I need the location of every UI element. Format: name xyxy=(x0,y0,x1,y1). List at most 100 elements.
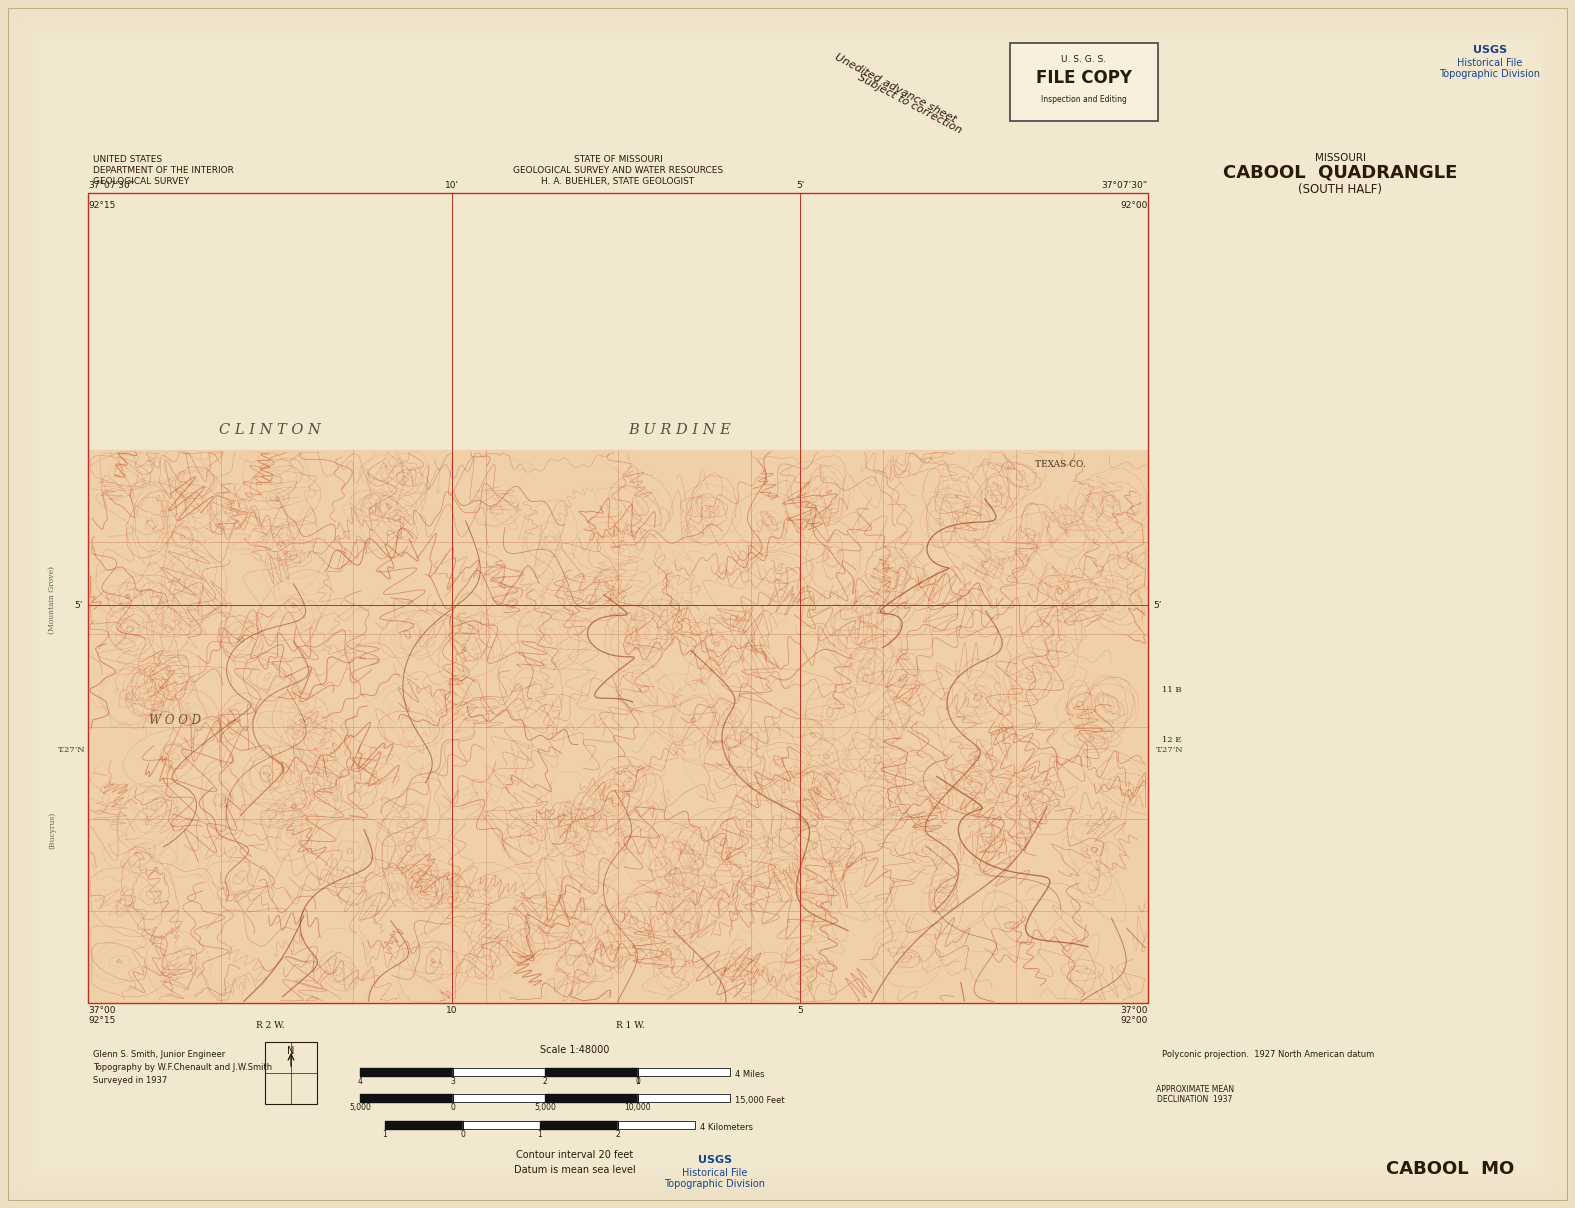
Text: 92°15: 92°15 xyxy=(88,1016,115,1026)
Text: 5,000: 5,000 xyxy=(534,1103,556,1113)
Text: Subject to correction: Subject to correction xyxy=(857,72,964,135)
Bar xyxy=(452,1068,545,1076)
Bar xyxy=(638,1094,729,1102)
Text: 1: 1 xyxy=(537,1129,542,1139)
Bar xyxy=(638,1068,729,1076)
Text: Topographic Division: Topographic Division xyxy=(1440,69,1540,79)
Text: 11 B: 11 B xyxy=(1162,686,1181,695)
Text: (SOUTH HALF): (SOUTH HALF) xyxy=(1298,182,1381,196)
Text: Unedited advance sheet: Unedited advance sheet xyxy=(833,52,958,124)
Text: 15,000 Feet: 15,000 Feet xyxy=(736,1096,784,1105)
Text: 5': 5' xyxy=(795,181,805,190)
Text: CABOOL  QUADRANGLE: CABOOL QUADRANGLE xyxy=(1222,163,1457,181)
Text: 1: 1 xyxy=(635,1078,639,1086)
Text: Topographic Division: Topographic Division xyxy=(665,1179,765,1189)
Text: 5,000: 5,000 xyxy=(350,1103,372,1113)
Text: 10': 10' xyxy=(446,181,458,190)
Bar xyxy=(1010,43,1158,121)
Text: W O O D: W O O D xyxy=(150,714,202,726)
Text: FILE COPY: FILE COPY xyxy=(1036,69,1132,87)
Bar xyxy=(545,1068,638,1076)
Text: U. S. G. S.: U. S. G. S. xyxy=(1062,56,1107,64)
Bar xyxy=(361,1068,452,1076)
Text: 10: 10 xyxy=(446,1006,458,1015)
Text: Historical File: Historical File xyxy=(682,1168,748,1178)
Text: 5: 5 xyxy=(797,1006,803,1015)
Bar xyxy=(88,193,1148,1003)
Bar xyxy=(545,1068,638,1076)
Text: 2: 2 xyxy=(616,1129,621,1139)
Bar xyxy=(638,1068,729,1076)
Text: Glenn S. Smith, Junior Engineer: Glenn S. Smith, Junior Engineer xyxy=(93,1050,225,1059)
Text: MISSOURI: MISSOURI xyxy=(1315,153,1366,163)
Text: H. A. BUEHLER, STATE GEOLOGIST: H. A. BUEHLER, STATE GEOLOGIST xyxy=(542,178,695,186)
Bar xyxy=(384,1121,463,1129)
Text: T.27’N: T.27’N xyxy=(58,747,85,754)
Text: 4: 4 xyxy=(358,1078,362,1086)
Text: Topography by W.F.Chenault and J.W.Smith: Topography by W.F.Chenault and J.W.Smith xyxy=(93,1063,272,1071)
Bar xyxy=(452,1068,545,1076)
Text: TEXAS CO.: TEXAS CO. xyxy=(1035,460,1085,469)
Text: (Bucyrus): (Bucyrus) xyxy=(47,812,57,849)
Bar xyxy=(384,1121,463,1129)
Text: 3: 3 xyxy=(450,1078,455,1086)
Bar xyxy=(545,1094,638,1102)
Text: 37°00: 37°00 xyxy=(88,1006,115,1015)
Bar xyxy=(452,1094,545,1102)
Text: 37°07’30”: 37°07’30” xyxy=(88,181,134,190)
Bar xyxy=(617,1121,695,1129)
Text: STATE OF MISSOURI: STATE OF MISSOURI xyxy=(573,155,663,164)
Text: UNITED STATES: UNITED STATES xyxy=(93,155,162,164)
Text: CABOOL  MO: CABOOL MO xyxy=(1386,1160,1514,1178)
Text: 92°00: 92°00 xyxy=(1121,201,1148,210)
Text: 12 E: 12 E xyxy=(1162,736,1181,744)
Text: R 1 W.: R 1 W. xyxy=(616,1021,644,1030)
Bar xyxy=(265,1043,317,1104)
Text: B U R D I N E: B U R D I N E xyxy=(628,423,731,437)
Bar xyxy=(545,1094,638,1102)
Text: GEOLOGICAL SURVEY AND WATER RESOURCES: GEOLOGICAL SURVEY AND WATER RESOURCES xyxy=(513,165,723,175)
Text: 2: 2 xyxy=(543,1078,548,1086)
Text: 10,000: 10,000 xyxy=(624,1103,650,1113)
Bar xyxy=(638,1094,729,1102)
Text: 37°00: 37°00 xyxy=(1120,1006,1148,1015)
Text: N: N xyxy=(287,1046,295,1056)
Text: 92°00: 92°00 xyxy=(1121,1016,1148,1026)
Text: T.27’N: T.27’N xyxy=(1156,747,1184,754)
Bar xyxy=(361,1094,452,1102)
Text: Polyconic projection.  1927 North American datum: Polyconic projection. 1927 North America… xyxy=(1162,1050,1373,1059)
Text: Inspection and Editing: Inspection and Editing xyxy=(1041,95,1128,104)
Text: C L I N T O N: C L I N T O N xyxy=(219,423,321,437)
Bar xyxy=(540,1121,617,1129)
Text: APPROXIMATE MEAN
DECLINATION  1937: APPROXIMATE MEAN DECLINATION 1937 xyxy=(1156,1085,1235,1104)
Text: 5’: 5’ xyxy=(74,600,83,610)
Text: 1: 1 xyxy=(383,1129,387,1139)
Text: 92°15: 92°15 xyxy=(88,201,115,210)
Text: Scale 1:48000: Scale 1:48000 xyxy=(540,1045,610,1055)
Bar xyxy=(540,1121,617,1129)
Text: 0: 0 xyxy=(450,1103,455,1113)
Text: 4 Miles: 4 Miles xyxy=(736,1070,764,1079)
Text: Datum is mean sea level: Datum is mean sea level xyxy=(513,1165,636,1175)
Text: (Mountain Grove): (Mountain Grove) xyxy=(47,567,57,634)
Text: GEOLOGICAL SURVEY: GEOLOGICAL SURVEY xyxy=(93,178,189,186)
Bar xyxy=(617,1121,695,1129)
Bar xyxy=(463,1121,540,1129)
Bar xyxy=(452,1094,545,1102)
Text: USGS: USGS xyxy=(698,1155,732,1165)
Text: 5’: 5’ xyxy=(1153,600,1161,610)
Text: 0: 0 xyxy=(635,1078,639,1086)
Text: 37°07’30”: 37°07’30” xyxy=(1101,181,1148,190)
Bar xyxy=(361,1094,452,1102)
Text: Historical File: Historical File xyxy=(1457,58,1523,68)
Text: USGS: USGS xyxy=(1473,45,1507,56)
Text: Contour interval 20 feet: Contour interval 20 feet xyxy=(517,1150,633,1160)
Text: Surveyed in 1937: Surveyed in 1937 xyxy=(93,1076,167,1085)
Bar xyxy=(361,1068,452,1076)
Text: 0: 0 xyxy=(460,1129,465,1139)
Text: DEPARTMENT OF THE INTERIOR: DEPARTMENT OF THE INTERIOR xyxy=(93,165,233,175)
Bar xyxy=(88,451,1148,1003)
Text: 4 Kilometers: 4 Kilometers xyxy=(699,1123,753,1132)
Bar xyxy=(463,1121,540,1129)
Text: R 2 W.: R 2 W. xyxy=(255,1021,285,1030)
